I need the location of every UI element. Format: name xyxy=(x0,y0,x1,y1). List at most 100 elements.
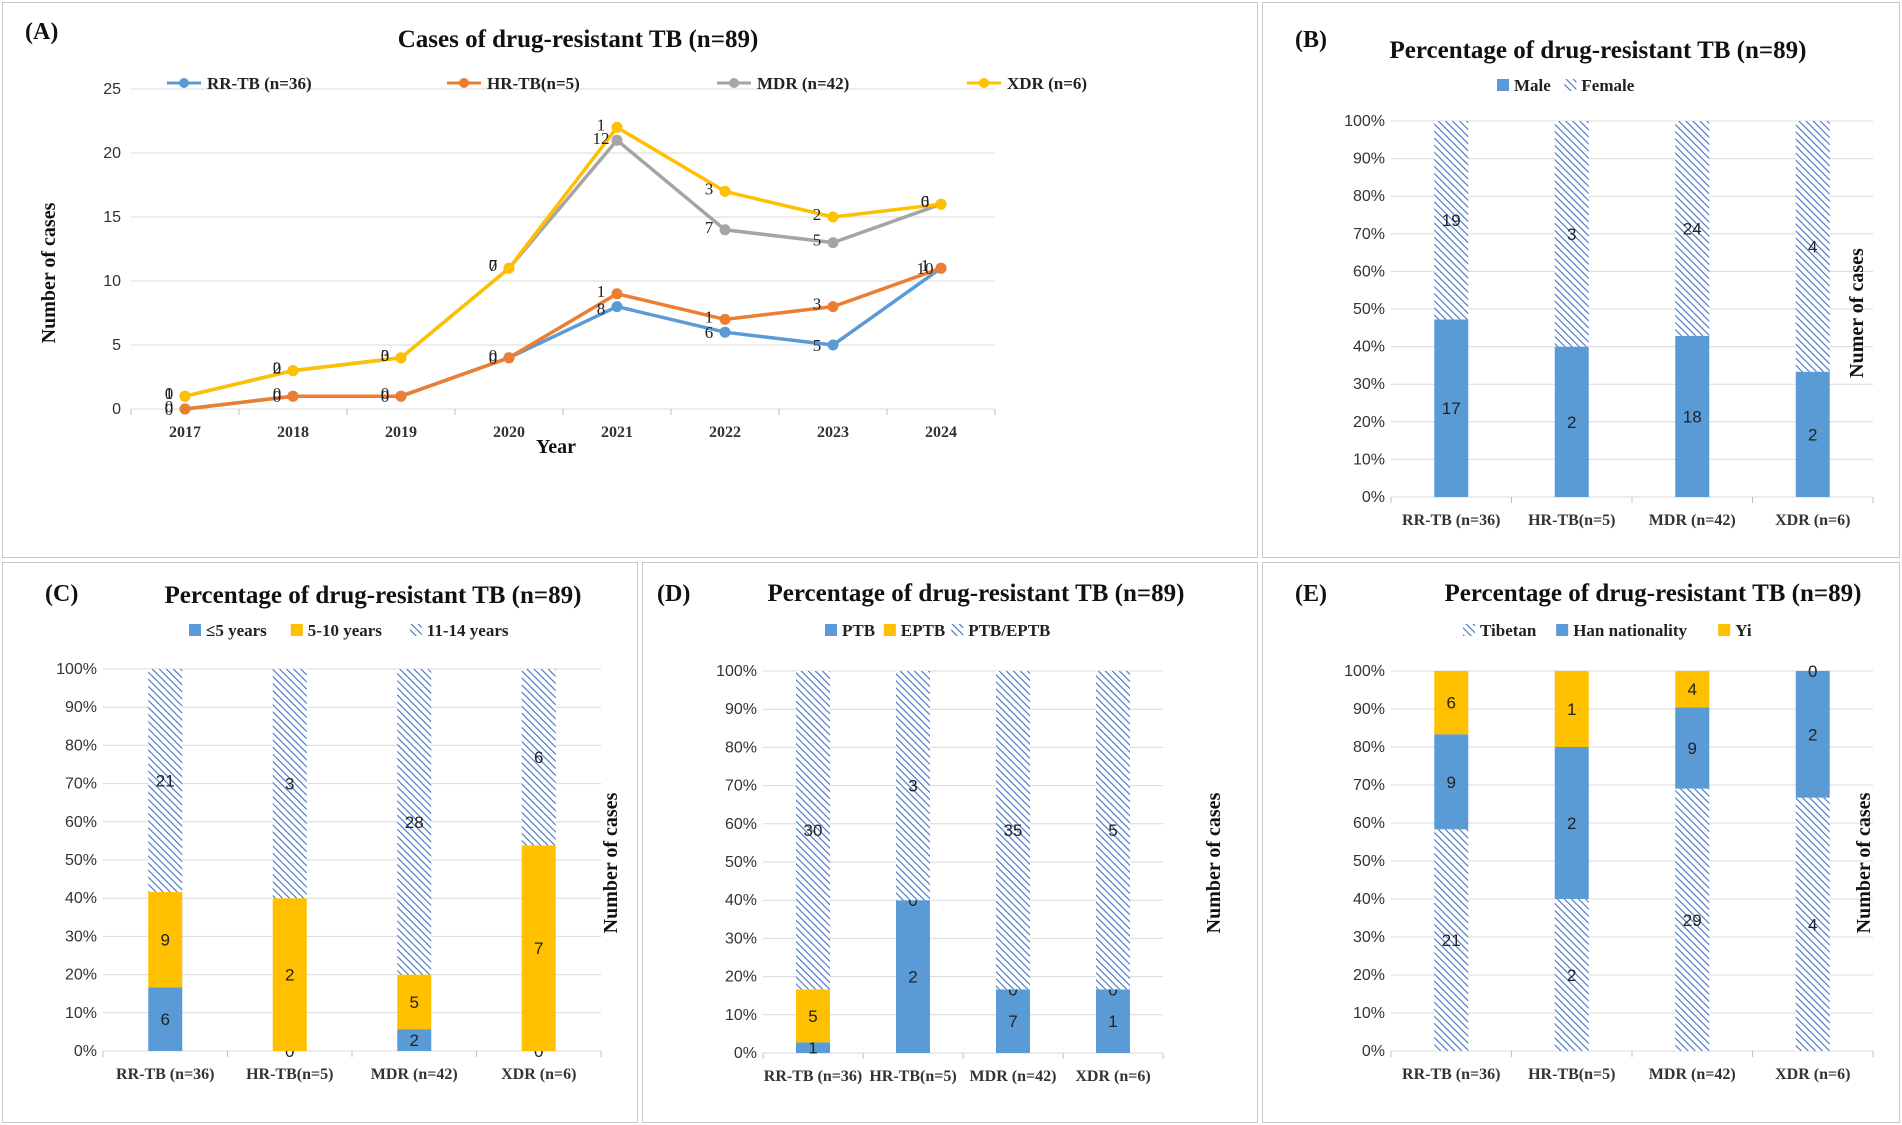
bar-segment-5-years xyxy=(148,987,183,1051)
data-label: 35 xyxy=(1004,821,1023,840)
data-point xyxy=(827,339,839,351)
x-tick-label: 2019 xyxy=(385,424,417,441)
x-tick-label: MDR (n=42) xyxy=(371,1066,458,1083)
legend-swatch xyxy=(951,624,964,636)
bar-segment-han-nationality xyxy=(1675,707,1710,789)
bar-segment-male xyxy=(1554,346,1589,497)
data-label: 3 xyxy=(381,346,390,365)
chart-title: Percentage of drug-resistant TB (n=89) xyxy=(768,580,1185,607)
y-tick-label: 100% xyxy=(56,661,97,678)
data-label: 0 xyxy=(165,397,174,416)
data-label: 6 xyxy=(161,1010,170,1029)
data-label: 3 xyxy=(908,777,917,796)
x-tick-label: XDR (n=6) xyxy=(1775,1066,1850,1083)
legend-marker xyxy=(729,78,739,88)
y-tick-label: 90% xyxy=(65,699,97,716)
data-label: 2 xyxy=(285,966,294,985)
y-tick-label: 70% xyxy=(1353,226,1385,243)
data-label: 1 xyxy=(705,307,714,326)
y-tick-label: 40% xyxy=(1353,891,1385,908)
x-tick-label: RR-TB (n=36) xyxy=(764,1068,862,1085)
y-tick-label: 90% xyxy=(1353,151,1385,168)
data-label: 6 xyxy=(921,192,930,211)
y-tick-label: 80% xyxy=(1353,188,1385,205)
series-line-hr-tb-n-5 xyxy=(184,266,942,411)
data-point xyxy=(287,390,299,402)
y-tick-label: 20% xyxy=(65,967,97,984)
data-label: 0 xyxy=(273,387,282,406)
y-tick-label: 100% xyxy=(716,663,757,680)
legend-male: Male xyxy=(1514,76,1551,95)
y-tick-label: 80% xyxy=(725,739,757,756)
y-tick-label: 20% xyxy=(1353,414,1385,431)
legend-rr-tb-n-36: RR-TB (n=36) xyxy=(207,74,312,93)
legend-han-nationality: Han nationality xyxy=(1573,621,1687,640)
data-label: 1 xyxy=(921,256,930,275)
x-axis-label: Year xyxy=(536,436,576,458)
legend-ptb-eptb: PTB/EPTB xyxy=(968,621,1050,640)
data-label: 2 xyxy=(273,359,282,378)
data-label: 4 xyxy=(1808,237,1817,256)
bar-segment-yi xyxy=(1554,671,1589,747)
bar-segment-5-10-years xyxy=(272,898,307,1051)
data-label: 18 xyxy=(1683,407,1702,426)
y-tick-label: 10% xyxy=(1353,1005,1385,1022)
data-point xyxy=(935,198,947,210)
data-point xyxy=(611,134,623,146)
data-label: 0 xyxy=(489,256,498,275)
legend-female: Female xyxy=(1581,76,1634,95)
x-tick-label: HR-TB(n=5) xyxy=(246,1066,333,1083)
legend-swatch xyxy=(1718,624,1731,636)
y-tick-label: 0% xyxy=(74,1043,97,1060)
data-label: 0 xyxy=(165,384,174,403)
x-tick-label: HR-TB(n=5) xyxy=(869,1068,956,1085)
legend-swatch xyxy=(825,624,837,636)
bar-chart-e: (E) Percentage of drug-resistant TB (n=89… xyxy=(1295,580,1875,1083)
bar-segment-ptb xyxy=(996,989,1030,1053)
y-tick-label: 10 xyxy=(103,273,121,290)
data-label: 10 xyxy=(917,259,934,278)
x-tick-label: MDR (n=42) xyxy=(1649,1066,1736,1083)
data-label: 7 xyxy=(705,218,714,237)
legend-xdr-n-6: XDR (n=6) xyxy=(1007,74,1087,93)
data-point xyxy=(719,185,731,197)
y-tick-label: 50% xyxy=(725,854,757,871)
y-tick-label: 60% xyxy=(1353,263,1385,280)
data-label: 8 xyxy=(597,300,606,319)
data-point xyxy=(179,403,191,415)
y-tick-label: 0% xyxy=(1362,1043,1385,1060)
data-label: 1 xyxy=(597,115,606,134)
legend-mdr-n-42: MDR (n=42) xyxy=(757,74,849,93)
data-label: 7 xyxy=(489,256,498,275)
bar-segment-male xyxy=(1675,335,1710,497)
panel-e: (E) Percentage of drug-resistant TB (n=89… xyxy=(1262,562,1900,1123)
bar-segment-ptb-eptb xyxy=(896,671,930,901)
y-tick-label: 90% xyxy=(725,701,757,718)
bar-segment-female xyxy=(1434,121,1469,320)
bar-chart-b: (B) Percentage of drug-resistant TB (n=89… xyxy=(1295,27,1874,529)
panel-a: (A) Cases of drug-resistant TB (n=89) 0 5 10… xyxy=(2,2,1258,558)
x-tick-label: 2022 xyxy=(709,424,741,441)
data-label: 17 xyxy=(1442,399,1461,418)
data-label: 6 xyxy=(705,323,714,342)
data-label: 0 xyxy=(381,384,390,403)
data-point xyxy=(827,211,839,223)
y-tick-label: 0% xyxy=(1362,489,1385,506)
bar-segment-yi xyxy=(1675,671,1710,708)
legend-yi: Yi xyxy=(1735,621,1752,640)
bar-segment-han-nationality xyxy=(1554,747,1589,899)
bar-segment-ptb xyxy=(1096,989,1130,1053)
y-tick-label: 20% xyxy=(1353,967,1385,984)
y-tick-label: 30% xyxy=(725,930,757,947)
panel-d: (D) Percentage of drug-resistant TB (n=89… xyxy=(642,562,1258,1123)
y-tick-label: 40% xyxy=(65,890,97,907)
data-label: 7 xyxy=(534,939,543,958)
x-tick-label: MDR (n=42) xyxy=(1649,512,1736,529)
data-label: 24 xyxy=(1683,219,1702,238)
y-tick-label: 40% xyxy=(725,892,757,909)
data-point xyxy=(503,352,515,364)
data-point xyxy=(719,326,731,338)
bar-segment-ptb xyxy=(896,900,930,1053)
y-tick-label: 70% xyxy=(725,778,757,795)
x-tick-label: XDR (n=6) xyxy=(1075,1068,1150,1085)
